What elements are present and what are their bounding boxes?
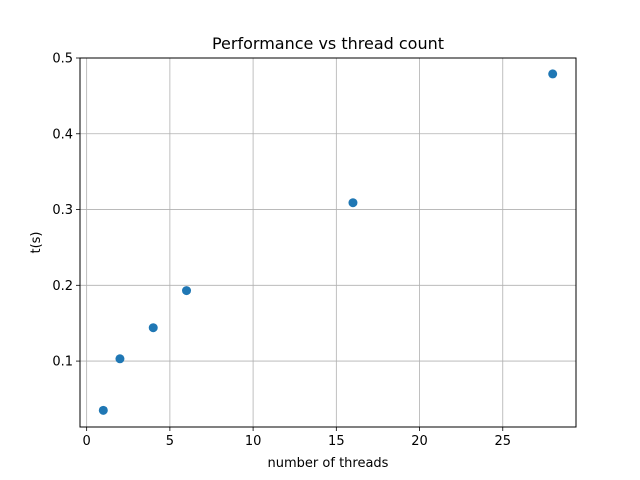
data-point <box>548 69 558 79</box>
x-axis-label: number of threads <box>268 456 389 471</box>
data-point <box>348 198 358 208</box>
x-tick-label: 0 <box>83 434 91 449</box>
x-tick-label: 10 <box>245 434 262 449</box>
y-axis-label: t(s) <box>29 231 44 253</box>
y-tick-label: 0.2 <box>52 279 73 294</box>
chart-title: Performance vs thread count <box>212 34 444 53</box>
plot-frame <box>79 57 577 428</box>
x-tick-label: 25 <box>494 434 511 449</box>
data-point <box>182 286 192 296</box>
data-points <box>98 69 558 415</box>
y-tick-label: 0.4 <box>52 127 73 142</box>
x-tick-label: 5 <box>166 434 174 449</box>
y-tick-label: 0.1 <box>52 355 73 370</box>
y-tick-label: 0.5 <box>52 52 73 67</box>
x-tick-label: 20 <box>411 434 428 449</box>
data-point <box>115 354 125 364</box>
axis-ticks: 0 5 10 15 20 25 0.1 0.2 0.3 0.4 0.5 <box>52 52 511 450</box>
y-tick-label: 0.3 <box>52 203 73 218</box>
x-tick-label: 15 <box>328 434 345 449</box>
data-point <box>148 323 158 333</box>
data-point <box>98 405 108 415</box>
